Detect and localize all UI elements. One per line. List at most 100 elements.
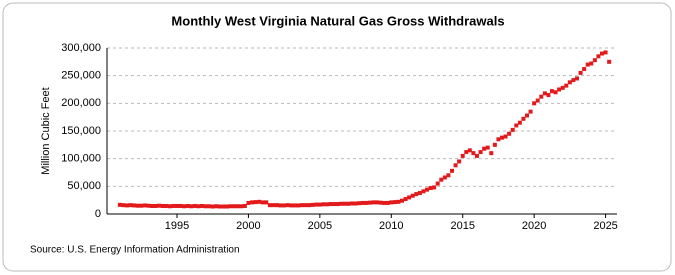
data-point bbox=[275, 203, 279, 208]
data-point bbox=[500, 135, 504, 140]
data-point bbox=[575, 76, 579, 81]
data-point bbox=[385, 200, 390, 205]
data-point bbox=[246, 200, 251, 205]
x-tick-label: 2005 bbox=[308, 220, 332, 232]
data-point bbox=[310, 202, 315, 207]
x-tick-label: 2020 bbox=[522, 220, 546, 232]
data-point bbox=[125, 203, 129, 208]
data-point bbox=[400, 198, 404, 203]
data-point bbox=[285, 203, 290, 208]
data-point bbox=[389, 200, 394, 205]
data-point bbox=[267, 203, 272, 208]
y-tick-label: 0 bbox=[95, 208, 101, 220]
data-point bbox=[160, 203, 165, 208]
data-point bbox=[367, 200, 372, 205]
data-point bbox=[210, 204, 215, 209]
data-point bbox=[439, 177, 444, 182]
data-point bbox=[200, 203, 204, 208]
data-point bbox=[289, 203, 294, 208]
data-point bbox=[192, 203, 197, 208]
data-point bbox=[182, 204, 187, 209]
data-point bbox=[235, 204, 240, 209]
x-tick-label: 1995 bbox=[165, 220, 189, 232]
data-point bbox=[492, 142, 497, 147]
data-point bbox=[139, 203, 144, 208]
data-point bbox=[375, 200, 379, 205]
data-point bbox=[560, 85, 565, 90]
data-point bbox=[196, 204, 201, 209]
data-point bbox=[253, 200, 258, 205]
data-point bbox=[435, 181, 440, 186]
data-point bbox=[185, 203, 190, 208]
data-point bbox=[460, 153, 465, 158]
data-point bbox=[307, 203, 312, 208]
data-point bbox=[203, 204, 208, 209]
data-point bbox=[478, 150, 483, 155]
data-point bbox=[178, 203, 183, 208]
data-point bbox=[364, 200, 369, 205]
data-point bbox=[428, 185, 433, 190]
data-point bbox=[242, 203, 247, 208]
data-point bbox=[335, 202, 340, 207]
data-point bbox=[392, 200, 397, 205]
data-point bbox=[489, 151, 494, 156]
data-point bbox=[546, 93, 551, 98]
x-tick-label: 2000 bbox=[236, 220, 260, 232]
data-point bbox=[164, 203, 169, 208]
data-point bbox=[603, 50, 608, 55]
data-point bbox=[135, 203, 140, 208]
data-point bbox=[432, 185, 437, 190]
data-point bbox=[317, 202, 322, 207]
data-point bbox=[117, 202, 122, 207]
data-point bbox=[475, 153, 479, 158]
data-point bbox=[132, 203, 137, 208]
y-tick-label: 50,000 bbox=[67, 180, 101, 192]
data-point bbox=[260, 200, 265, 205]
data-point bbox=[467, 148, 472, 153]
data-point bbox=[292, 203, 297, 208]
data-point bbox=[517, 120, 522, 125]
data-point bbox=[553, 90, 558, 95]
source-note: Source: U.S. Energy Information Administ… bbox=[30, 245, 240, 256]
x-tick-label: 2025 bbox=[593, 220, 617, 232]
data-point bbox=[496, 137, 501, 142]
data-point bbox=[414, 192, 419, 197]
data-point bbox=[339, 201, 344, 206]
data-point bbox=[585, 62, 590, 67]
data-point bbox=[542, 91, 547, 96]
data-point bbox=[303, 203, 308, 208]
data-point bbox=[167, 204, 172, 209]
data-point bbox=[396, 199, 401, 204]
x-tick-label: 2015 bbox=[450, 220, 474, 232]
data-point bbox=[600, 51, 604, 56]
data-point bbox=[296, 203, 301, 208]
data-point bbox=[300, 203, 304, 208]
data-point bbox=[521, 116, 526, 121]
y-tick-label: 150,000 bbox=[61, 125, 101, 137]
data-point bbox=[214, 204, 219, 209]
data-point bbox=[332, 202, 337, 207]
chart-frame bbox=[2, 2, 672, 272]
data-point bbox=[417, 190, 422, 195]
data-point bbox=[278, 203, 283, 208]
y-tick-label: 300,000 bbox=[61, 42, 101, 54]
data-point bbox=[528, 109, 533, 114]
data-point bbox=[128, 203, 133, 208]
data-point bbox=[578, 70, 583, 75]
data-point bbox=[282, 203, 287, 208]
data-point bbox=[232, 204, 237, 209]
data-point bbox=[403, 197, 408, 202]
data-point bbox=[485, 145, 490, 150]
data-point bbox=[217, 204, 222, 209]
data-point bbox=[382, 200, 387, 205]
data-point bbox=[314, 202, 319, 207]
data-point bbox=[257, 199, 262, 204]
data-point bbox=[342, 201, 347, 206]
data-point bbox=[157, 203, 162, 208]
data-point bbox=[357, 201, 362, 206]
data-point bbox=[360, 200, 365, 205]
data-point bbox=[171, 203, 176, 208]
data-point bbox=[607, 59, 612, 64]
data-point bbox=[464, 150, 469, 155]
